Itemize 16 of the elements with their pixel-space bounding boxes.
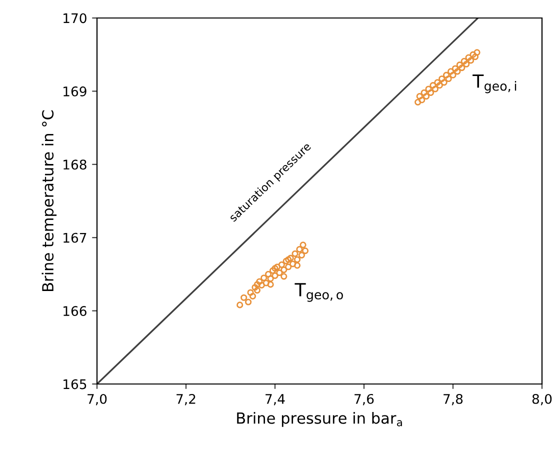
annotation: T$_{geo,o}$	[294, 283, 343, 302]
y-tick-label: 169	[64, 86, 86, 96]
x-tick-label: 8,0	[532, 394, 552, 406]
annotation: T$_{geo,i}$	[472, 74, 516, 94]
x-tick-label: 7,8	[444, 394, 463, 406]
x-tick-label: 7,0	[88, 394, 107, 406]
y-tick-label: 166	[64, 306, 86, 316]
y-tick-label: 168	[64, 160, 86, 170]
y-tick-label: 167	[64, 232, 86, 243]
y-axis-title: Brine temperature in °C	[42, 110, 57, 291]
x-tick-label: 7,2	[176, 394, 196, 406]
x-tick-label: 7,4	[266, 394, 285, 406]
x-axis-title: Brine pressure in bar$_{a}$	[237, 412, 402, 427]
y-tick-label: 170	[64, 13, 86, 24]
x-tick-label: 7,6	[354, 394, 374, 406]
y-tick-label: 165	[64, 379, 86, 390]
